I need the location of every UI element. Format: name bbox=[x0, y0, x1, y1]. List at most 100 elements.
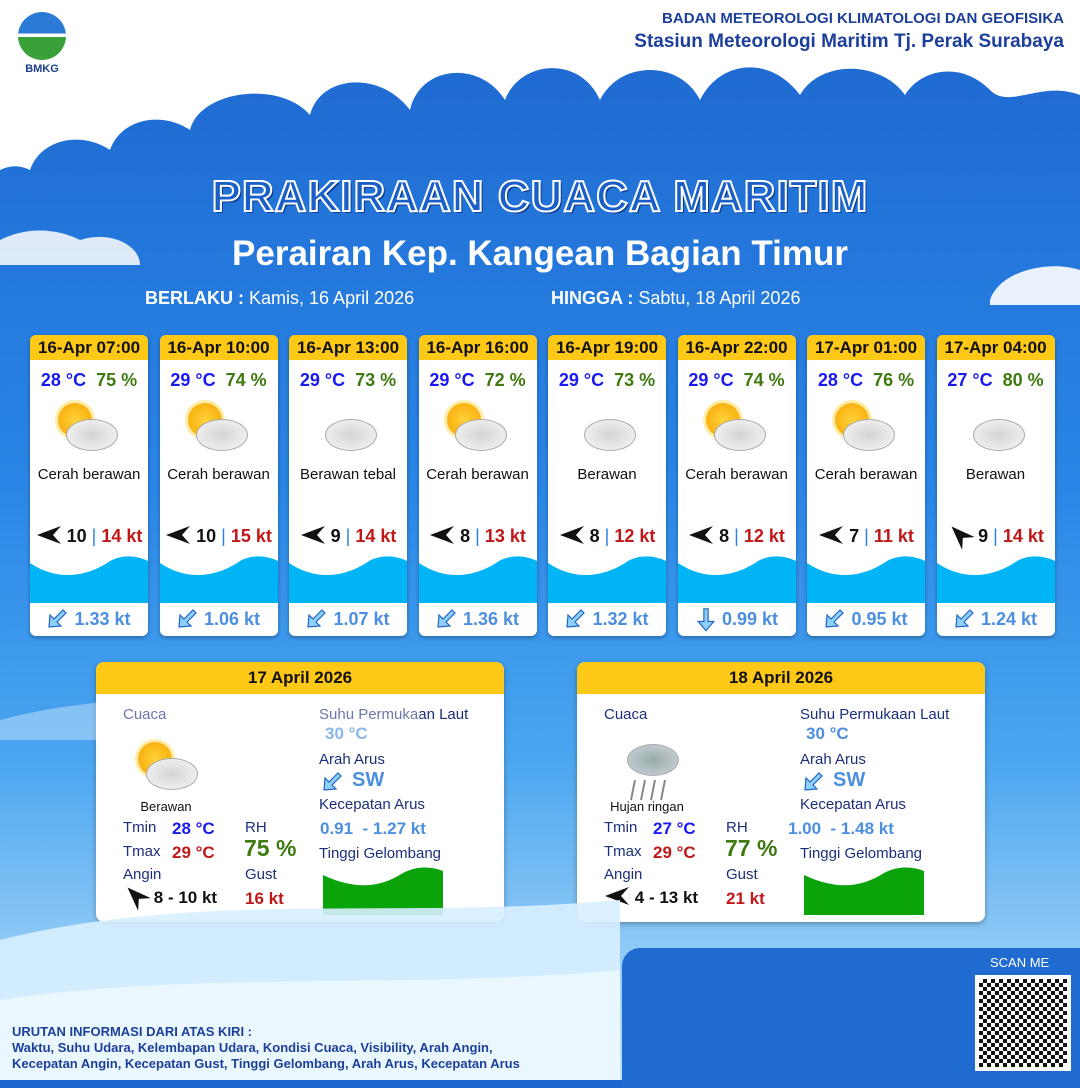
qr-code[interactable] bbox=[975, 975, 1071, 1071]
wind-min: 4 bbox=[634, 888, 645, 907]
scan-me-label: SCAN ME bbox=[990, 955, 1050, 970]
summary-date: 18 April 2026 bbox=[577, 662, 985, 694]
background-waves bbox=[0, 698, 620, 1080]
weather-condition: Berawan bbox=[577, 466, 637, 483]
wind-arrow-icon bbox=[559, 526, 584, 544]
air-temperature: 28 °C bbox=[40, 370, 87, 390]
logo-text: BMKG bbox=[25, 63, 59, 75]
wind-arrow-icon bbox=[36, 526, 61, 544]
wind-speed: 8 bbox=[719, 526, 730, 546]
forecast-card: 16-Apr 10:00 29 °C 74 % Cerah berawan 10… bbox=[159, 335, 278, 636]
air-temperature: 29 °C bbox=[688, 370, 734, 390]
legend-line-1: Waktu, Suhu Udara, Kelembapan Udara, Kon… bbox=[12, 1040, 493, 1055]
current-arrow-icon bbox=[323, 772, 342, 791]
forecast-time: 16-Apr 07:00 bbox=[30, 335, 148, 360]
wave-height: 0.1 - 0.5 m bbox=[936, 555, 1055, 603]
weather-condition: Cerah berawan bbox=[426, 466, 529, 483]
forecast-card: 17-Apr 04:00 27 °C 80 % Berawan 9 | 14 k… bbox=[936, 335, 1055, 636]
current-arrow-icon bbox=[307, 609, 327, 628]
bmkg-logo: BMKG bbox=[14, 12, 70, 75]
gust-speed: 14 kt bbox=[1002, 526, 1044, 546]
gust-speed: 14 kt bbox=[355, 526, 397, 546]
rh-value: 75 % bbox=[244, 835, 297, 861]
air-temperature: 29 °C bbox=[299, 370, 346, 390]
wind-speed: 10 bbox=[66, 526, 87, 546]
info-legend: URUTAN INFORMASI DARI ATAS KIRI : Waktu,… bbox=[12, 1024, 520, 1072]
partly-cloudy-icon bbox=[54, 401, 124, 456]
weather-condition: Cerah berawan bbox=[685, 466, 788, 483]
valid-to-label: HINGGA : bbox=[551, 288, 634, 308]
wave-height: 0.1 - 0.5 m bbox=[418, 555, 537, 603]
humidity: 73 % bbox=[355, 370, 397, 390]
current-arrow-icon bbox=[178, 609, 197, 628]
gust-value: 21 kt bbox=[726, 889, 765, 908]
wind-label: Angin bbox=[123, 866, 162, 883]
current-speed: 1.07 kt bbox=[333, 609, 390, 629]
current-direction-value: SW bbox=[833, 769, 866, 791]
bmkg-logo-emblem bbox=[18, 12, 66, 60]
sst-label: Suhu Permukaan Laut bbox=[800, 706, 950, 723]
valid-to: HINGGA : Sabtu, 18 April 2026 bbox=[551, 288, 800, 309]
sst-value: 30 °C bbox=[325, 724, 368, 743]
wind-speed: 8 bbox=[589, 526, 600, 546]
rh-label: RH bbox=[245, 819, 267, 836]
air-temperature: 28 °C bbox=[817, 370, 864, 390]
daily-summary-2: 18 April 2026 Cuaca Hujan ringan Tmin 27 … bbox=[577, 662, 985, 922]
forecast-card: 17-Apr 01:00 28 °C 76 % Cerah berawan 7 … bbox=[807, 335, 925, 636]
forecast-time: 16-Apr 19:00 bbox=[548, 335, 666, 360]
wave-height-value: 0.5 - 1.25 m bbox=[938, 889, 985, 908]
cloudy-icon bbox=[572, 401, 642, 456]
wind-speed: 9 bbox=[330, 526, 341, 546]
current-speed: 0.99 kt bbox=[721, 609, 779, 629]
tmax-label: Tmax bbox=[604, 843, 642, 860]
legend-line-2: Kecepatan Angin, Kecepatan Gust, Tinggi … bbox=[12, 1056, 520, 1071]
partly-cloudy-icon bbox=[443, 401, 513, 456]
sst-label: Suhu Permukaan Laut bbox=[319, 706, 469, 723]
gust-speed: 12 kt bbox=[614, 526, 656, 546]
partly-cloudy-icon bbox=[184, 401, 254, 456]
wave-height-label: Tinggi Gelombang bbox=[319, 845, 442, 862]
current-speed: 1.33 kt bbox=[74, 609, 131, 629]
wind-label: Angin bbox=[604, 866, 643, 883]
weather-condition: Hujan ringan bbox=[610, 799, 684, 814]
humidity: 72 % bbox=[484, 370, 526, 390]
wave-icon bbox=[323, 867, 443, 915]
humidity: 76 % bbox=[873, 370, 915, 390]
wind-max: - 13 kt bbox=[648, 888, 699, 907]
gust-speed: 15 kt bbox=[230, 526, 272, 546]
valid-from: BERLAKU : Kamis, 16 April 2026 bbox=[145, 288, 414, 309]
forecast-card: 16-Apr 16:00 29 °C 72 % Cerah berawan 8 … bbox=[418, 335, 537, 636]
wind-arrow-icon bbox=[689, 526, 714, 544]
agency-header: BADAN METEOROLOGI KLIMATOLOGI DAN GEOFIS… bbox=[634, 10, 1064, 53]
valid-from-label: BERLAKU : bbox=[145, 288, 244, 308]
cloud-banner bbox=[0, 0, 1080, 305]
wave-height: 0.1 - 0.5 m bbox=[30, 555, 148, 603]
weather-label: Cuaca bbox=[604, 706, 648, 723]
wave-icon bbox=[159, 556, 278, 603]
humidity: 80 % bbox=[1002, 370, 1044, 390]
wave-icon bbox=[30, 556, 148, 603]
wave-height: 0.1 - 0.5 m bbox=[807, 555, 925, 603]
forecast-time: 16-Apr 10:00 bbox=[159, 335, 278, 360]
page-subtitle: Perairan Kep. Kangean Bagian Timur bbox=[232, 234, 848, 273]
forecast-card: 16-Apr 19:00 29 °C 73 % Berawan 8 | 12 k… bbox=[548, 335, 666, 636]
wave-icon bbox=[936, 556, 1055, 603]
wind-arrow-icon bbox=[951, 526, 975, 550]
current-arrow-icon bbox=[437, 609, 456, 628]
wind-speed: 10 bbox=[196, 526, 217, 546]
daily-summary-1: 17 April 2026 Cuaca Berawan Tmin 28 °C Tm… bbox=[96, 662, 504, 922]
wave-height: 0.5 - 1.25 m bbox=[323, 867, 504, 915]
forecast-time: 17-Apr 04:00 bbox=[936, 335, 1055, 360]
rain-icon bbox=[615, 740, 685, 801]
tmax-value: 29 °C bbox=[172, 843, 215, 862]
wave-icon bbox=[807, 556, 925, 603]
station-name: Stasiun Meteorologi Maritim Tj. Perak Su… bbox=[634, 31, 1064, 52]
current-arrow-icon bbox=[48, 609, 68, 628]
wind-arrow-icon bbox=[430, 526, 455, 544]
current-arrow-icon bbox=[566, 609, 586, 628]
gust-speed: 12 kt bbox=[743, 526, 785, 546]
weather-condition: Cerah berawan bbox=[37, 466, 141, 483]
forecast-time: 16-Apr 13:00 bbox=[289, 335, 407, 360]
tmax-label: Tmax bbox=[123, 843, 161, 860]
humidity: 74 % bbox=[743, 370, 785, 390]
